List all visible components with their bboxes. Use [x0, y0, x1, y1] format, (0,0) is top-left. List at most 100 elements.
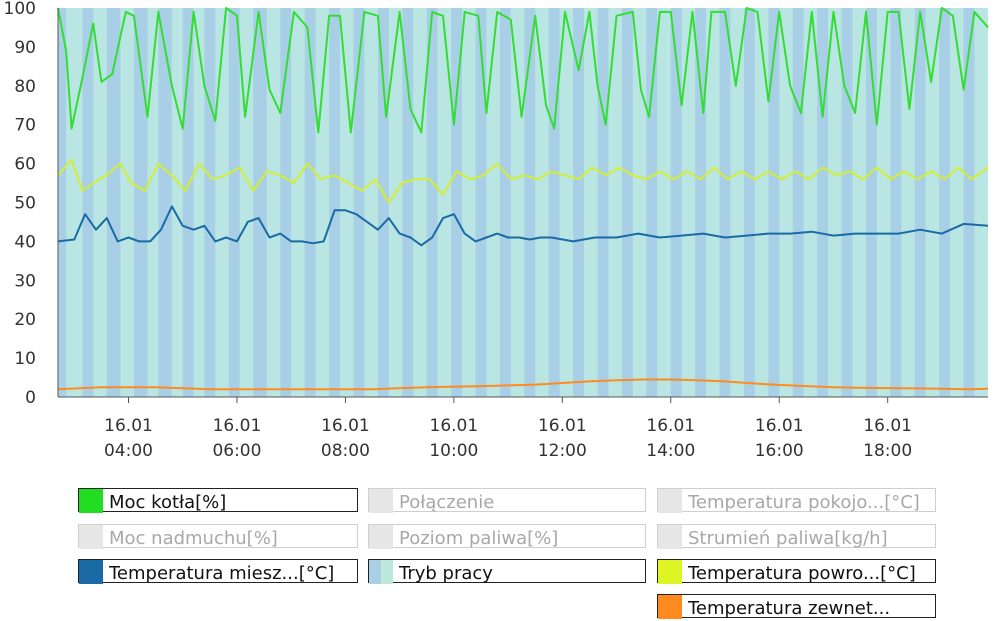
mode-band: [93, 8, 107, 397]
mode-band: [754, 8, 769, 397]
mode-band: [974, 8, 988, 397]
mode-band: [437, 8, 452, 397]
legend-item-tryb-pracy[interactable]: Tryb pracy: [368, 559, 646, 584]
x-tick-time: 04:00: [104, 441, 153, 461]
legend-swatch: [369, 525, 393, 549]
legend-label: Połączenie: [399, 492, 495, 513]
y-tick-label: 100: [4, 0, 36, 19]
y-tick-label: 10: [14, 349, 36, 369]
chart: 0 10 20 30 40 50 60 70 80 90 100 16.01 04:00 16.01 06:…: [4, 0, 989, 461]
legend-item-temperatura-pokojowa[interactable]: Temperatura pokojo...[°C]: [657, 488, 936, 513]
legend-label: Strumień paliwa[kg/h]: [688, 528, 888, 549]
legend-swatch: [79, 560, 103, 584]
y-tick-label: 50: [14, 194, 36, 214]
series-line: [57, 205, 989, 247]
legend-item-poziom-paliwa[interactable]: Poziom paliwa[%]: [368, 524, 646, 549]
mode-band: [876, 8, 891, 397]
legend-label: Moc nadmuchu[%]: [109, 528, 278, 549]
x-tick-time: 06:00: [212, 441, 261, 461]
y-tick-label: 70: [14, 116, 36, 136]
legend-swatch: [79, 525, 103, 549]
mode-band: [559, 8, 574, 397]
mode-band: [779, 8, 793, 397]
x-tick-date: 16.01: [430, 416, 479, 436]
legend-item-moc-kotla[interactable]: Moc kotła[%]: [78, 488, 358, 513]
series-line: [57, 158, 989, 204]
legend-swatch: [658, 595, 682, 619]
x-tick-date: 16.01: [104, 416, 153, 436]
y-tick-label: 80: [14, 77, 36, 97]
mode-band: [388, 8, 403, 397]
mode-band: [608, 8, 622, 397]
x-tick-time: 10:00: [429, 441, 478, 461]
x-tick-time: 16:00: [755, 441, 804, 461]
mode-band: [730, 8, 744, 397]
x-tick-time: 18:00: [863, 441, 912, 461]
legend-item-temperatura-mieszacza[interactable]: Temperatura miesz...[°C]: [78, 559, 358, 584]
legend-label: Moc kotła[%]: [109, 492, 227, 513]
y-tick-label: 40: [14, 232, 36, 252]
legend-label: Poziom paliwa[%]: [399, 528, 559, 549]
x-tick-date: 16.01: [213, 416, 262, 436]
series-line: [57, 7, 989, 134]
axes: 0 10 20 30 40 50 60 70 80 90 100 16.01 04:00 16.01 06:…: [4, 0, 988, 461]
x-tick-date: 16.01: [863, 416, 912, 436]
mode-band: [901, 8, 915, 397]
legend-swatch: [369, 489, 393, 513]
y-tick-label: 30: [14, 271, 36, 291]
legend-item-temperatura-zewnetrzna[interactable]: Temperatura zewnet...: [657, 594, 936, 619]
legend: Moc kotła[%] Połączenie Temperatura poko…: [0, 482, 1000, 619]
mode-band: [950, 8, 964, 397]
legend-swatch: [658, 489, 682, 513]
legend-label: Temperatura zewnet...: [688, 598, 891, 619]
legend-label: Temperatura miesz...[°C]: [109, 563, 335, 584]
x-tick-date: 16.01: [755, 416, 804, 436]
mode-band: [803, 8, 818, 397]
mode-band: [657, 8, 671, 397]
x-tick-date: 16.01: [538, 416, 587, 436]
mode-band: [706, 8, 720, 397]
mode-band: [291, 8, 305, 397]
y-tick-label: 90: [14, 38, 36, 58]
mode-band: [925, 8, 940, 397]
mode-band: [413, 8, 427, 397]
legend-item-polaczenie[interactable]: Połączenie: [368, 488, 646, 513]
mode-bands: [66, 8, 988, 397]
mode-band: [171, 8, 183, 397]
y-tick-label: 60: [14, 155, 36, 175]
mode-band: [510, 8, 525, 397]
legend-swatch: [79, 489, 103, 513]
series-lines: [57, 7, 989, 391]
legend-label: Temperatura powro...[°C]: [688, 563, 916, 584]
legend-swatch: [658, 560, 682, 584]
mode-band: [461, 8, 476, 397]
mode-band: [364, 8, 378, 397]
mode-band: [584, 8, 598, 397]
mode-band: [120, 8, 134, 397]
x-tick-date: 16.01: [321, 416, 370, 436]
legend-item-strumien-paliwa[interactable]: Strumień paliwa[kg/h]: [657, 524, 936, 549]
y-tick-label: 20: [14, 310, 36, 330]
legend-item-temperatura-powrotu[interactable]: Temperatura powro...[°C]: [657, 559, 936, 584]
legend-label: Tryb pracy: [399, 563, 493, 584]
mode-band: [215, 8, 229, 397]
x-tick-date: 16.01: [646, 416, 695, 436]
mode-band: [315, 8, 330, 397]
mode-band: [193, 8, 205, 397]
mode-band: [266, 8, 281, 397]
mode-band: [828, 8, 842, 397]
legend-label: Temperatura pokojo...[°C]: [688, 492, 920, 513]
y-tick-label: 0: [25, 388, 36, 408]
mode-band: [147, 8, 159, 397]
x-tick-time: 12:00: [538, 441, 587, 461]
mode-band: [339, 8, 354, 397]
mode-band: [486, 8, 500, 397]
mode-band: [66, 8, 83, 397]
legend-swatch: [658, 525, 682, 549]
mode-band: [239, 8, 254, 397]
legend-item-moc-nadmuchu[interactable]: Moc nadmuchu[%]: [78, 524, 358, 549]
x-tick-time: 08:00: [321, 441, 370, 461]
legend-swatch: [369, 560, 393, 584]
series-line: [57, 378, 989, 391]
x-tick-time: 14:00: [646, 441, 695, 461]
